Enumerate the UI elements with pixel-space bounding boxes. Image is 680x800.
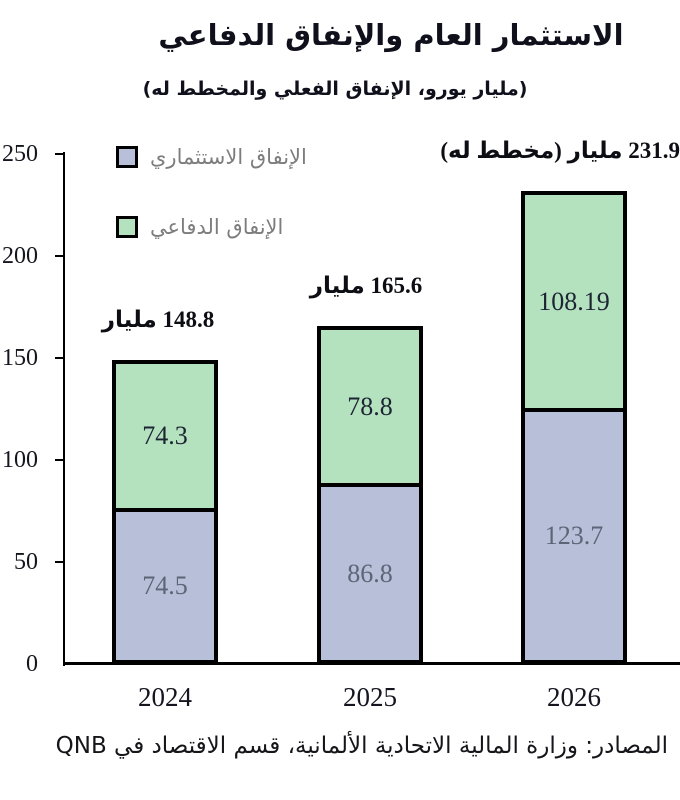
legend-label-investment: الإنفاق الاستثماري bbox=[150, 145, 307, 169]
x-label-2026: 2026 bbox=[547, 682, 601, 712]
y-tick-label-0: 0 bbox=[26, 651, 38, 677]
chart-subtitle: (مليار يورو، الإنفاق الفعلي والمخطط له) bbox=[142, 78, 528, 100]
chart-title: الاستثمار العام والإنفاق الدفاعي bbox=[158, 18, 624, 52]
bar-2026: 108.19 123.7 bbox=[521, 191, 627, 664]
legend-item-investment: الإنفاق الاستثماري bbox=[116, 143, 307, 171]
y-tick-200 bbox=[55, 255, 63, 257]
total-label-2024: 148.8 مليار bbox=[101, 307, 215, 332]
total-label-2025: 165.6 مليار bbox=[309, 273, 423, 298]
bar-value-investment-2026: 123.7 bbox=[544, 521, 604, 550]
x-label-2024: 2024 bbox=[138, 682, 192, 712]
bar-value-investment-2025: 86.8 bbox=[347, 558, 393, 588]
y-tick-label-100: 100 bbox=[2, 447, 38, 473]
bar-2024: 74.3 74.5 bbox=[112, 360, 218, 664]
y-tick-250 bbox=[55, 153, 63, 155]
bar-segment-investment-2026: 123.7 bbox=[525, 412, 623, 660]
legend-swatch-defense-icon bbox=[116, 216, 138, 238]
y-tick-label-200: 200 bbox=[2, 243, 38, 269]
bar-2025: 78.8 86.8 bbox=[317, 326, 423, 664]
legend-label-defense: الإنفاق الدفاعي bbox=[150, 215, 284, 239]
source-note: المصادر: وزارة المالية الاتحادية الألمان… bbox=[55, 733, 668, 759]
bar-value-investment-2024: 74.5 bbox=[142, 571, 188, 600]
bar-segment-investment-2024: 74.5 bbox=[116, 512, 214, 660]
y-tick-50 bbox=[55, 561, 63, 563]
y-tick-label-50: 50 bbox=[14, 549, 38, 575]
y-tick-label-150: 150 bbox=[2, 345, 38, 371]
bar-segment-defense-2025: 78.8 bbox=[321, 330, 419, 487]
bar-value-defense-2025: 78.8 bbox=[347, 391, 393, 421]
y-axis-line bbox=[63, 152, 65, 666]
bar-value-defense-2026: 108.19 bbox=[538, 286, 610, 316]
bar-value-defense-2024: 74.3 bbox=[142, 421, 188, 450]
legend-item-defense: الإنفاق الدفاعي bbox=[116, 213, 283, 241]
y-tick-100 bbox=[55, 459, 63, 461]
bar-segment-defense-2024: 74.3 bbox=[116, 364, 214, 512]
bar-segment-investment-2025: 86.8 bbox=[321, 487, 419, 660]
legend-swatch-investment-icon bbox=[116, 146, 138, 168]
y-tick-label-250: 250 bbox=[2, 141, 38, 167]
y-tick-150 bbox=[55, 357, 63, 359]
x-label-2025: 2025 bbox=[343, 682, 397, 712]
bar-segment-defense-2026: 108.19 bbox=[525, 195, 623, 412]
total-label-2026: 231.9 مليار (مخطط له) bbox=[440, 138, 680, 163]
